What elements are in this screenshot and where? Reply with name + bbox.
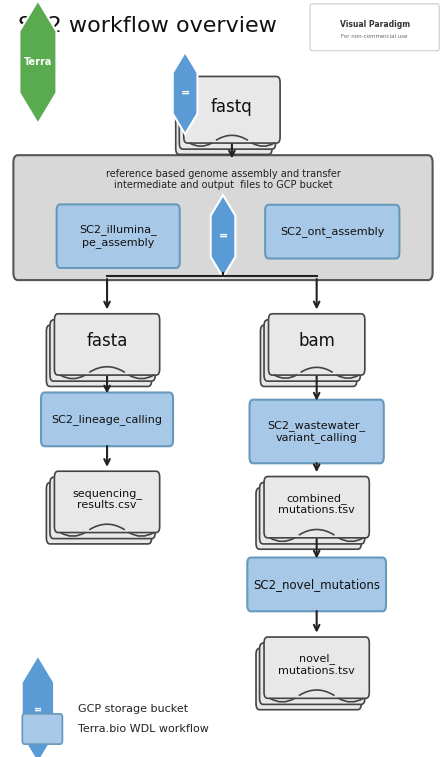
FancyBboxPatch shape [250, 400, 384, 463]
FancyBboxPatch shape [265, 204, 400, 259]
FancyBboxPatch shape [50, 478, 155, 539]
Text: =: = [34, 704, 42, 715]
FancyBboxPatch shape [57, 204, 180, 268]
FancyBboxPatch shape [264, 637, 369, 698]
FancyBboxPatch shape [176, 88, 272, 154]
FancyBboxPatch shape [184, 76, 280, 143]
Text: novel_
mutations.tsv: novel_ mutations.tsv [278, 653, 355, 676]
Text: =: = [181, 88, 190, 98]
FancyBboxPatch shape [260, 326, 357, 386]
Polygon shape [22, 656, 54, 757]
FancyBboxPatch shape [54, 471, 160, 533]
Text: GCP storage bucket: GCP storage bucket [78, 704, 188, 715]
FancyBboxPatch shape [264, 477, 369, 537]
Text: bam: bam [298, 332, 335, 350]
Text: Terra.bio WDL workflow: Terra.bio WDL workflow [78, 724, 209, 734]
Text: SC2_wastewater_
variant_calling: SC2_wastewater_ variant_calling [268, 420, 366, 443]
Text: reference based genome assembly and transfer
intermediate and output  files to G: reference based genome assembly and tran… [106, 169, 340, 190]
Text: =: = [219, 231, 227, 241]
Text: For non-commercial use: For non-commercial use [341, 34, 408, 39]
FancyBboxPatch shape [46, 326, 152, 386]
Text: sequencing_
results.csv: sequencing_ results.csv [72, 488, 142, 510]
Polygon shape [19, 1, 57, 123]
FancyBboxPatch shape [256, 488, 361, 550]
Text: SC2_lineage_calling: SC2_lineage_calling [52, 414, 162, 425]
FancyBboxPatch shape [22, 714, 62, 744]
FancyBboxPatch shape [179, 83, 276, 149]
FancyBboxPatch shape [54, 313, 160, 375]
Text: SC2_novel_mutations: SC2_novel_mutations [253, 578, 380, 591]
Text: Terra: Terra [24, 57, 52, 67]
Text: combined_
mutations.tsv: combined_ mutations.tsv [278, 493, 355, 516]
FancyBboxPatch shape [13, 155, 433, 280]
Text: SC2_ont_assembly: SC2_ont_assembly [280, 226, 384, 237]
Text: Visual Paradigm: Visual Paradigm [339, 20, 410, 29]
FancyBboxPatch shape [264, 319, 360, 381]
FancyBboxPatch shape [46, 483, 152, 544]
Text: fastq: fastq [211, 98, 253, 116]
FancyBboxPatch shape [260, 643, 365, 704]
FancyBboxPatch shape [260, 483, 365, 544]
FancyBboxPatch shape [50, 319, 155, 381]
Text: SC2 workflow overview: SC2 workflow overview [18, 17, 277, 36]
Polygon shape [211, 195, 235, 277]
FancyBboxPatch shape [268, 313, 365, 375]
Text: fasta: fasta [87, 332, 128, 350]
FancyBboxPatch shape [256, 648, 361, 710]
FancyBboxPatch shape [310, 4, 439, 51]
Polygon shape [173, 52, 198, 134]
FancyBboxPatch shape [247, 557, 386, 612]
Text: SC2_illumina_
pe_assembly: SC2_illumina_ pe_assembly [79, 225, 157, 248]
FancyBboxPatch shape [41, 392, 173, 447]
